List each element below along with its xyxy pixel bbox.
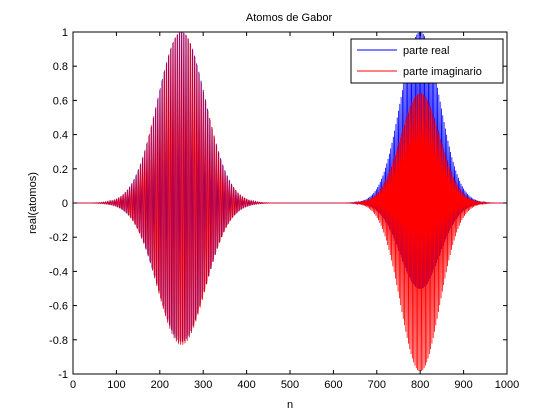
y-axis-label: real(atomos) (27, 172, 39, 234)
x-tick-label: 500 (281, 379, 299, 391)
y-tick-label: 0.4 (53, 130, 68, 142)
x-tick-label: 1000 (495, 379, 519, 391)
y-tick-label: 1 (62, 27, 68, 39)
legend-box (350, 38, 504, 84)
x-tick-label: 100 (107, 379, 125, 391)
y-tick-label: 0.2 (53, 164, 68, 176)
y-tick-label: 0.8 (53, 61, 68, 73)
series-layer (73, 32, 507, 372)
y-tick-label: -0.8 (49, 335, 68, 347)
x-tick-label: 300 (194, 379, 212, 391)
x-tick-label: 700 (368, 379, 386, 391)
y-tick-label: 0.6 (53, 95, 68, 107)
x-tick-label: 600 (324, 379, 342, 391)
series-line-parte-imaginario (73, 32, 507, 372)
legend: parte real parte imaginario (350, 38, 504, 84)
x-tick-label: 900 (454, 379, 472, 391)
legend-label-parte-real: parte real (403, 45, 449, 57)
legend-label-parte-imaginario: parte imaginario (403, 66, 482, 78)
y-tick-label: -1 (58, 369, 68, 381)
y-tick-label: 0 (62, 198, 68, 210)
x-tick-label: 200 (151, 379, 169, 391)
tick-layer: 0 100 200 300 400 500 600 700 800 900 1000 -1 -0.8 -0… (49, 27, 519, 391)
y-tick-label: -0.6 (49, 301, 68, 313)
x-tick-label: 400 (237, 379, 255, 391)
y-tick-label: -0.2 (49, 232, 68, 244)
x-tick-label: 0 (70, 379, 76, 391)
x-tick-label: 800 (411, 379, 429, 391)
y-tick-label: -0.4 (49, 266, 68, 278)
x-axis-label: n (287, 399, 293, 411)
chart-title: Atomos de Gabor (246, 12, 333, 24)
